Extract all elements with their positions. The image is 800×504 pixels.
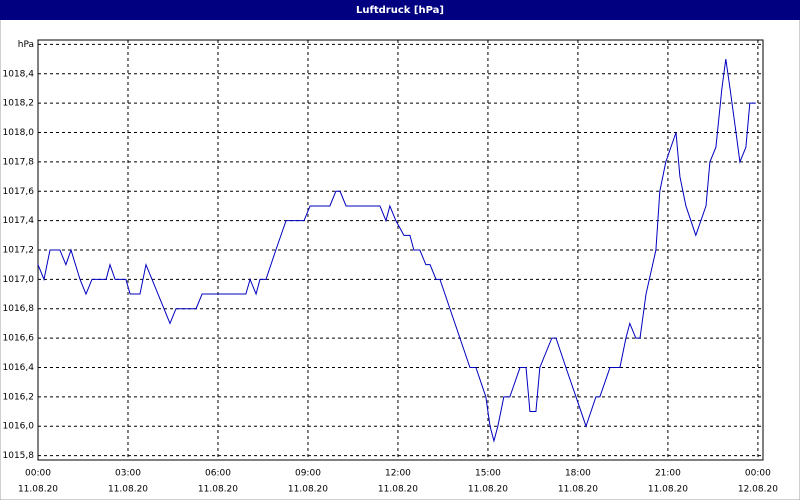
- y-tick-label: 1016,8: [3, 304, 35, 314]
- x-tick-label: 09:00: [295, 469, 321, 479]
- x-tick-label: 15:00: [475, 469, 501, 479]
- y-tick-label: hPa: [18, 40, 34, 50]
- y-tick-label: 1015,8: [3, 451, 35, 461]
- x-tick-date: 11.08.20: [198, 485, 238, 495]
- y-tick-label: 1017,6: [3, 187, 35, 197]
- y-tick-label: 1016,4: [3, 363, 35, 373]
- x-tick-date: 11.08.20: [648, 485, 688, 495]
- line: [37, 59, 756, 443]
- x-tick-date: 11.08.20: [108, 485, 148, 495]
- x-tick-date: 11.08.20: [18, 485, 58, 495]
- y-tick-label: 1017,2: [3, 246, 35, 256]
- x-tick-label: 00:00: [745, 469, 771, 479]
- x-tick-label: 18:00: [565, 469, 591, 479]
- x-tick-date: 11.08.20: [378, 485, 418, 495]
- x-tick-date: 12.08.20: [738, 485, 778, 495]
- y-tick-label: 1017,8: [3, 157, 35, 167]
- x-tick-label: 21:00: [655, 469, 681, 479]
- x-tick-label: 00:00: [25, 469, 51, 479]
- x-tick-date: 11.08.20: [468, 485, 508, 495]
- y-tick-label: 1018,4: [3, 69, 35, 79]
- x-tick-label: 06:00: [205, 469, 231, 479]
- x-tick-label: 03:00: [115, 469, 141, 479]
- x-tick-date: 11.08.20: [288, 485, 328, 495]
- title-bar: [0, 0, 800, 20]
- y-tick-label: 1016,0: [3, 422, 35, 432]
- y-tick-label: 1016,6: [3, 334, 35, 344]
- y-tick-label: 1017,0: [3, 275, 35, 285]
- x-tick-label: 12:00: [385, 469, 411, 479]
- y-tick-label: 1017,4: [3, 216, 35, 226]
- y-tick-label: 1018,0: [3, 128, 35, 138]
- y-tick-label: 1018,2: [3, 99, 35, 109]
- y-tick-label: 1016,2: [3, 392, 35, 402]
- chart-title: Luftdruck [hPa]: [356, 5, 444, 16]
- x-tick-date: 11.08.20: [558, 485, 598, 495]
